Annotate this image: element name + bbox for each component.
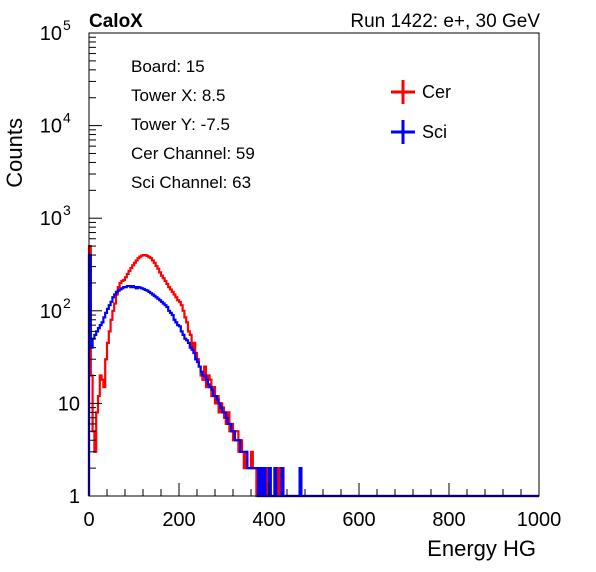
x-axis-title: Energy HG [427,536,536,561]
series-sci-line [87,253,539,498]
x-tick-label: 400 [252,509,285,531]
header-left: CaloX [89,11,143,32]
x-tick-label: 800 [432,509,465,531]
x-tick-label: 200 [162,509,195,531]
y-tick-label: 10 [40,23,62,45]
header-right: Run 1422: e+, 30 GeV [350,11,540,32]
y-tick-exponent: 5 [63,17,71,33]
y-tick-exponent: 3 [63,202,71,218]
y-axis-title: Counts [2,118,27,188]
info-line: Tower X: 8.5 [131,86,226,105]
series-layer [87,244,539,498]
info-line: Sci Channel: 63 [131,173,251,192]
legend-label-sci: Sci [422,122,447,142]
y-tick-label: 10 [40,208,62,230]
y-tick-label: 10 [40,301,62,323]
y-tick-label: 1 [69,486,80,508]
info-block: Board: 15 Tower X: 8.5 Tower Y: -7.5 Cer Ch… [131,57,255,192]
info-line: Tower Y: -7.5 [131,115,230,134]
plot-frame [88,32,540,497]
y-tick-label: 10 [58,393,80,415]
y-tick-exponent: 4 [63,110,71,126]
legend: Cer Sci [391,80,451,144]
x-tick-label: 0 [83,509,94,531]
info-line: Board: 15 [131,57,205,76]
y-tick-label: 10 [40,116,62,138]
legend-label-cer: Cer [422,82,451,102]
x-tick-label: 1000 [517,509,562,531]
series-cer-line [87,244,539,498]
y-tick-exponent: 2 [63,295,71,311]
info-line: Cer Channel: 59 [131,144,255,163]
x-tick-label: 600 [342,509,375,531]
